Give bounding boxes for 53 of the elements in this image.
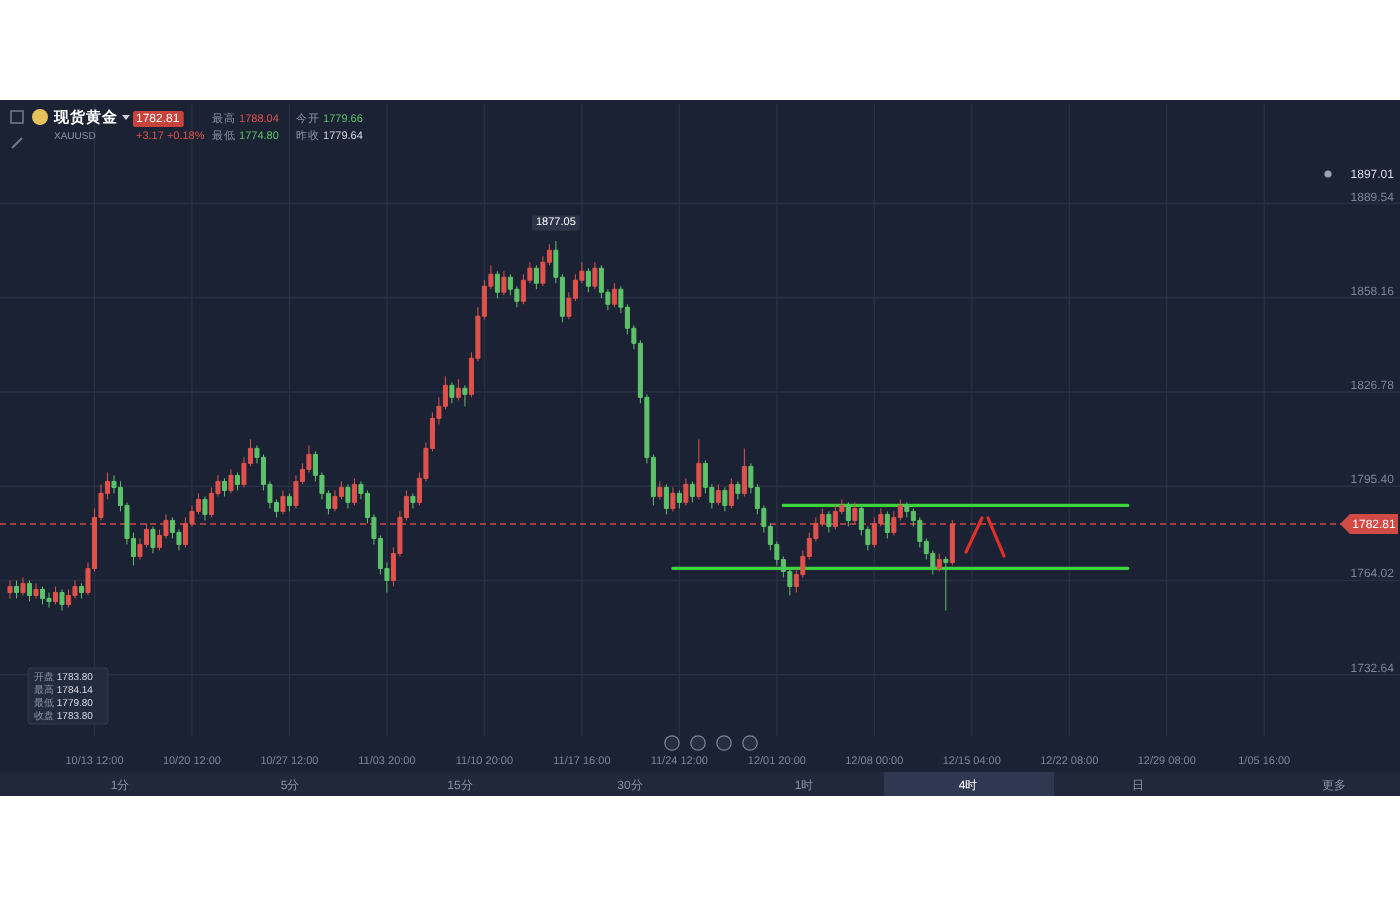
candlestick <box>533 264 539 290</box>
candlestick <box>455 378 461 401</box>
candlestick <box>657 480 663 500</box>
candlestick <box>26 579 33 602</box>
candlestick <box>936 552 942 572</box>
candlestick <box>228 468 234 494</box>
candlestick <box>611 282 617 308</box>
candlestick <box>494 270 500 299</box>
candlestick <box>663 483 669 515</box>
candlestick <box>741 447 747 497</box>
candlestick <box>65 588 71 608</box>
candlestick <box>202 495 208 521</box>
candlestick <box>332 489 338 512</box>
candlestick <box>728 477 734 509</box>
candlestick <box>13 579 20 599</box>
candlestick <box>52 585 58 605</box>
candlestick <box>871 516 877 548</box>
candlestick <box>221 477 227 497</box>
candlestick <box>150 525 156 554</box>
candlestick <box>904 501 910 518</box>
candlestick <box>39 585 45 605</box>
candlestick <box>845 501 851 527</box>
candlestick <box>462 384 468 407</box>
candlestick <box>943 555 949 611</box>
candlestick <box>585 267 591 293</box>
candlestick <box>832 504 838 530</box>
candlestick <box>949 519 955 566</box>
candlestick <box>826 510 832 533</box>
candlestick <box>280 489 286 515</box>
candlestick <box>735 480 741 500</box>
candlestick <box>689 480 695 503</box>
candlestick <box>33 582 39 599</box>
candlestick <box>449 381 455 404</box>
candlestick <box>884 510 890 539</box>
candlestick <box>78 582 84 599</box>
candlestick <box>592 261 598 290</box>
candlestick <box>345 483 351 509</box>
candlestick <box>410 492 416 509</box>
candlestick <box>676 489 682 509</box>
candlestick <box>722 486 728 512</box>
candlestick <box>501 270 507 296</box>
candlestick <box>7 579 13 599</box>
candlestick <box>46 591 52 608</box>
candlestick <box>696 438 702 500</box>
candlestick <box>59 588 65 611</box>
candlestick <box>286 492 292 512</box>
candlestick <box>683 477 689 506</box>
candlestick <box>234 471 240 491</box>
candlestick <box>670 486 676 512</box>
candlestick <box>351 477 357 506</box>
candlestick <box>715 483 721 506</box>
candlestick <box>20 576 26 596</box>
candlestick <box>852 501 858 524</box>
